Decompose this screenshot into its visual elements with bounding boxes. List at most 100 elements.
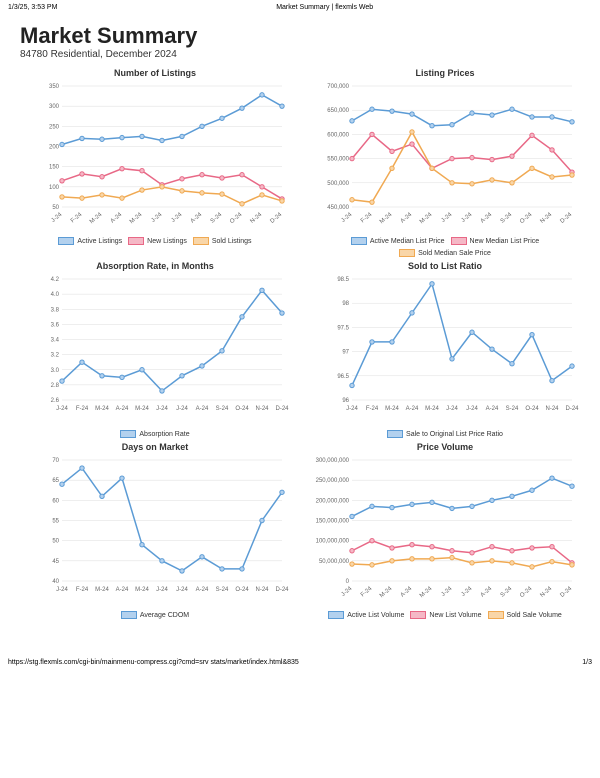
svg-text:40: 40 bbox=[52, 579, 59, 585]
svg-text:650,000: 650,000 bbox=[327, 108, 349, 114]
legend-item: Active Median List Price bbox=[351, 237, 445, 245]
legend-label: Average CDOM bbox=[140, 612, 189, 619]
svg-text:J-24: J-24 bbox=[440, 586, 453, 599]
svg-text:98.5: 98.5 bbox=[337, 277, 349, 283]
legend-label: Active Listings bbox=[77, 238, 122, 245]
svg-text:D-24: D-24 bbox=[275, 587, 289, 593]
svg-text:J-24: J-24 bbox=[150, 212, 163, 225]
svg-text:J-24: J-24 bbox=[446, 406, 458, 412]
svg-text:4.0: 4.0 bbox=[51, 292, 60, 298]
svg-text:250,000,000: 250,000,000 bbox=[316, 478, 350, 484]
svg-text:M-24: M-24 bbox=[89, 212, 104, 226]
footer-page-number: 1/3 bbox=[582, 659, 592, 666]
svg-text:F-24: F-24 bbox=[366, 406, 379, 412]
legend-label: New List Volume bbox=[429, 612, 481, 619]
chart-title: Absorption Rate, in Months bbox=[96, 261, 214, 271]
svg-text:O-24: O-24 bbox=[235, 587, 249, 593]
legend-label: New Median List Price bbox=[470, 238, 540, 245]
legend-item: Sold Sale Volume bbox=[488, 611, 562, 619]
svg-text:N-24: N-24 bbox=[545, 406, 559, 412]
svg-text:M-24: M-24 bbox=[419, 586, 434, 600]
svg-text:100: 100 bbox=[49, 185, 60, 191]
legend-item: Active List Volume bbox=[328, 611, 404, 619]
legend-swatch bbox=[351, 237, 367, 245]
legend-swatch bbox=[410, 611, 426, 619]
svg-text:A-24: A-24 bbox=[190, 212, 204, 225]
svg-text:M-24: M-24 bbox=[385, 406, 399, 412]
svg-text:70: 70 bbox=[52, 458, 59, 464]
svg-text:S-24: S-24 bbox=[506, 406, 519, 412]
svg-text:N-24: N-24 bbox=[249, 212, 263, 225]
svg-text:M-24: M-24 bbox=[129, 212, 144, 226]
svg-text:96: 96 bbox=[342, 398, 349, 404]
charts-grid: Number of Listings50100150200250300350J-… bbox=[0, 68, 600, 619]
svg-text:J-24: J-24 bbox=[340, 212, 353, 225]
svg-text:J-24: J-24 bbox=[170, 212, 183, 225]
chart-svg: 50100150200250300350J-24F-24M-24A-24M-24… bbox=[20, 80, 290, 235]
footer-url: https://stg.flexmls.com/cgi-bin/mainmenu… bbox=[8, 659, 299, 666]
svg-text:2.6: 2.6 bbox=[51, 398, 60, 404]
legend-swatch bbox=[193, 237, 209, 245]
svg-text:A-24: A-24 bbox=[196, 406, 209, 412]
svg-text:45: 45 bbox=[52, 559, 59, 565]
svg-text:O-24: O-24 bbox=[229, 212, 244, 226]
svg-text:J-24: J-24 bbox=[156, 587, 168, 593]
chart-dom: Days on Market40455055606570J-24F-24M-24… bbox=[14, 442, 296, 619]
svg-text:S-24: S-24 bbox=[500, 212, 514, 225]
svg-text:J-24: J-24 bbox=[460, 586, 473, 599]
svg-text:98: 98 bbox=[342, 301, 349, 307]
legend-label: Sold Median Sale Price bbox=[418, 250, 491, 257]
svg-text:J-24: J-24 bbox=[176, 406, 188, 412]
svg-text:S-24: S-24 bbox=[216, 406, 229, 412]
svg-text:A-24: A-24 bbox=[116, 587, 129, 593]
svg-text:0: 0 bbox=[346, 579, 350, 585]
svg-text:J-24: J-24 bbox=[460, 212, 473, 225]
chart-title: Listing Prices bbox=[415, 68, 474, 78]
svg-text:J-24: J-24 bbox=[176, 587, 188, 593]
svg-text:A-24: A-24 bbox=[400, 586, 414, 599]
svg-text:600,000: 600,000 bbox=[327, 132, 349, 138]
svg-text:D-24: D-24 bbox=[269, 212, 283, 225]
chart-legend: Active ListingsNew ListingsSold Listings bbox=[58, 237, 251, 245]
svg-text:3.4: 3.4 bbox=[51, 338, 60, 344]
chart-svg: 450,000500,000550,000600,000650,000700,0… bbox=[310, 80, 580, 235]
legend-swatch bbox=[387, 430, 403, 438]
svg-text:F-24: F-24 bbox=[76, 406, 89, 412]
legend-swatch bbox=[451, 237, 467, 245]
svg-text:D-24: D-24 bbox=[559, 586, 573, 599]
chart-title: Days on Market bbox=[122, 442, 189, 452]
svg-text:J-24: J-24 bbox=[56, 406, 68, 412]
svg-text:F-24: F-24 bbox=[70, 212, 84, 225]
svg-text:200,000,000: 200,000,000 bbox=[316, 498, 350, 504]
chart-absorption: Absorption Rate, in Months2.62.83.03.23.… bbox=[14, 261, 296, 438]
svg-text:A-24: A-24 bbox=[406, 406, 419, 412]
legend-swatch bbox=[121, 611, 137, 619]
svg-text:D-24: D-24 bbox=[565, 406, 579, 412]
chart-svg: 050,000,000100,000,000150,000,000200,000… bbox=[310, 454, 580, 609]
svg-text:55: 55 bbox=[52, 519, 59, 525]
svg-text:60: 60 bbox=[52, 498, 59, 504]
svg-text:N-24: N-24 bbox=[255, 406, 269, 412]
svg-text:50,000,000: 50,000,000 bbox=[319, 559, 350, 565]
svg-text:A-24: A-24 bbox=[196, 587, 209, 593]
svg-text:M-24: M-24 bbox=[419, 212, 434, 226]
svg-text:A-24: A-24 bbox=[110, 212, 124, 225]
print-footer: https://stg.flexmls.com/cgi-bin/mainmenu… bbox=[0, 619, 600, 670]
legend-item: Average CDOM bbox=[121, 611, 189, 619]
chart-svg: 9696.59797.59898.5J-24F-24M-24A-24M-24J-… bbox=[310, 273, 580, 428]
svg-text:N-24: N-24 bbox=[255, 587, 269, 593]
svg-text:J-24: J-24 bbox=[340, 586, 353, 599]
svg-text:100,000,000: 100,000,000 bbox=[316, 539, 350, 545]
chart-legend: Sale to Original List Price Ratio bbox=[387, 430, 503, 438]
chart-title: Sold to List Ratio bbox=[408, 261, 482, 271]
svg-text:96.5: 96.5 bbox=[337, 374, 349, 380]
svg-text:M-24: M-24 bbox=[95, 587, 109, 593]
svg-text:300,000,000: 300,000,000 bbox=[316, 458, 350, 464]
chart-volume: Price Volume050,000,000100,000,000150,00… bbox=[304, 442, 586, 619]
svg-text:50: 50 bbox=[52, 539, 59, 545]
legend-swatch bbox=[128, 237, 144, 245]
legend-item: New Listings bbox=[128, 237, 187, 245]
page-subtitle: 84780 Residential, December 2024 bbox=[0, 49, 600, 68]
svg-text:O-24: O-24 bbox=[519, 212, 534, 226]
svg-text:350: 350 bbox=[49, 84, 60, 90]
